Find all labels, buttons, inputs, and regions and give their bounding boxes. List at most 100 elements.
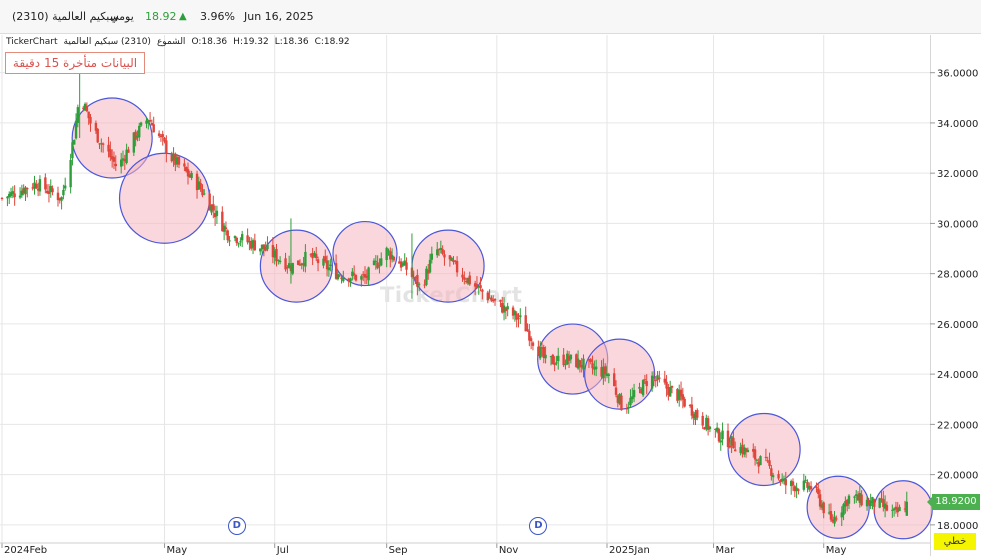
candle-body [746,449,750,453]
candle-body [549,356,553,358]
candle-body [134,131,137,140]
scale-toggle-button[interactable]: خطي [934,533,976,550]
candle-body [575,354,578,368]
last-price: 18.92 [145,10,177,23]
candle-body [701,415,704,426]
candle-body [894,506,898,510]
candle-body [170,154,173,162]
candle-body [641,380,645,396]
candle-body [60,197,63,201]
candle-body [157,133,161,136]
candle-body [600,367,603,377]
price-axis[interactable] [930,35,981,556]
candle-body [324,256,327,262]
candle-body [853,496,856,498]
candle-body [620,395,623,411]
candle-body [768,460,771,467]
candle-body [197,181,201,190]
candle-body [44,177,47,190]
candle-body [266,244,269,250]
candle-body [45,190,49,193]
candle-body [809,486,813,490]
candle-body [253,240,257,251]
candle-body [405,262,408,270]
candle-body [18,195,22,198]
candle-body [679,389,683,397]
candle-body [808,485,811,490]
candle-body [175,157,179,165]
candle-body [714,428,717,431]
candle-body [363,274,367,278]
candle-body [239,241,242,243]
candle-body [150,122,154,126]
candle-body [212,204,215,211]
candle-body [766,460,769,462]
candle-body [9,192,13,197]
period-label[interactable]: يومي [110,10,134,23]
candle-body [271,245,275,258]
symbol-code: (2310) [12,10,49,23]
candle-body [226,230,229,241]
candle-body [632,390,636,398]
candle-body [136,135,139,138]
candle-body [367,267,370,281]
candle-body [835,518,838,520]
candle-body [161,134,164,138]
candle-body [557,355,560,362]
candle-body [519,315,522,318]
candle-body [631,396,634,400]
dividend-marker-icon[interactable]: D [227,517,246,535]
candle-body [777,474,780,479]
candle-body [688,404,692,406]
highlight-circle [259,229,333,303]
candle-body [670,385,674,388]
candle-body [387,250,390,252]
candle-body [287,263,291,268]
candle-body [262,244,266,250]
ohlc-close: C:18.92 [314,37,350,47]
x-tick-label: Nov [499,545,519,556]
candle-body [398,261,401,264]
candle-body [148,119,152,122]
candle-body [311,253,314,259]
candlestick-chart[interactable]: 18.0000 20.0000 22.0000 24.0000 26.0000 28.00… [0,35,981,556]
top-bar: سبكيم العالمية (2310) يومي 18.92 ▲ 3.96%… [0,0,981,34]
ohlc-open: O:18.36 [191,37,228,47]
candle-body [692,414,695,419]
candle-body [708,426,712,430]
candle-body [352,273,356,275]
candle-body [845,499,849,506]
candle-body [473,283,477,287]
candle-body [437,249,441,251]
candle-body [587,358,591,361]
candle-body [564,364,567,366]
candle-body [228,240,231,242]
candle-body [524,315,527,332]
candle-body [56,192,60,201]
candle-body [273,250,276,258]
symbol-name[interactable]: سبكيم العالمية (2310) [12,10,119,23]
candle-body [423,284,426,286]
candle-body [789,480,793,487]
y-tick-label: 24.0000 [937,370,978,381]
candle-body [152,124,155,133]
candle-body [656,375,659,381]
candle-body [36,188,40,191]
ohlc-symbol: (2310) سبكيم العالمية [63,37,151,47]
candle-body [349,278,352,282]
highlight-circle [727,412,801,487]
candle-body [71,142,74,159]
highlight-circle [332,220,398,287]
candle-body [6,196,9,199]
candle-body [138,125,141,138]
candle-body [425,268,428,285]
dividend-marker-icon[interactable]: D [529,517,548,535]
candle-body [430,253,434,260]
candle-body [871,497,874,503]
candle-body [325,260,329,270]
candle-body [132,132,136,153]
candle-body [250,240,253,249]
candle-body [694,412,697,420]
highlight-circle [411,229,485,303]
candle-body [24,187,27,195]
